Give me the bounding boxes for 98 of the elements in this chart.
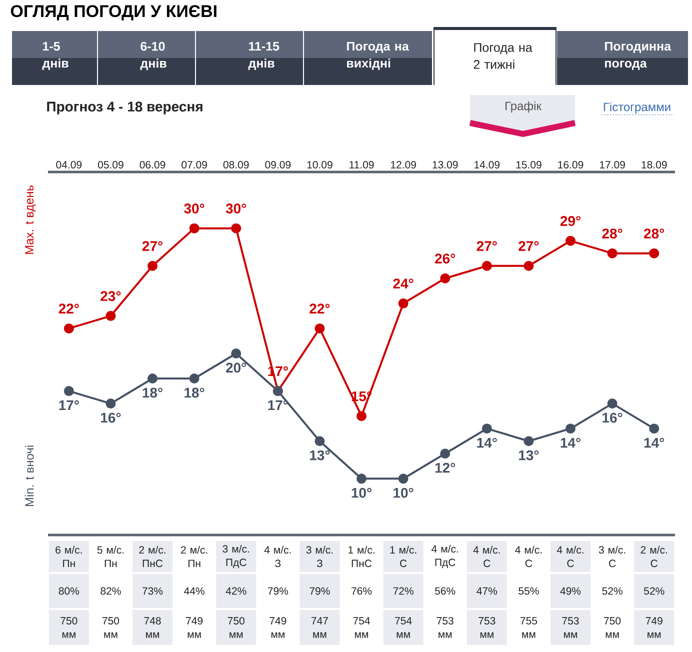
text: 749 мм — [186, 617, 203, 638]
data-label: 27° — [518, 241, 539, 251]
text: 749 мм — [270, 617, 286, 638]
text: 52% — [644, 587, 664, 595]
data-label: 26° — [435, 254, 456, 264]
x-tick-label: 15.09 — [516, 161, 542, 168]
text: 72% — [393, 587, 414, 595]
data-label: 14° — [560, 438, 580, 448]
data-label: 24° — [393, 278, 414, 288]
text: 1 м/с. С — [390, 546, 416, 568]
x-tick-label: 05.09 — [98, 161, 124, 168]
text: 6 м/с. Пн — [56, 546, 82, 568]
x-tick-label: 04.09 — [56, 161, 82, 168]
chart-title: ОГЛЯД ПОГОДИ У КИЄВІ — [10, 5, 216, 20]
text: Max. t вдень — [25, 185, 36, 254]
text: 753 мм — [436, 617, 454, 638]
x-tick-label: 06.09 — [140, 161, 166, 168]
text: 80% — [58, 587, 80, 595]
data-label: 27° — [476, 241, 497, 251]
text: 4 м/с. З — [264, 546, 291, 568]
x-tick-label: 12.09 — [390, 161, 416, 168]
text: 47% — [476, 587, 498, 595]
text: 753 мм — [562, 617, 579, 638]
text: 3 м/с. ПдС — [222, 544, 249, 568]
text: 56% — [435, 587, 456, 595]
text: 754 мм — [353, 617, 370, 638]
x-tick-label: 16.09 — [558, 161, 584, 168]
text: Гістограмми — [604, 102, 670, 114]
text: Погода на вихідні — [347, 42, 409, 70]
text: 750 мм — [604, 617, 621, 638]
text: 5 м/с. Пн — [97, 546, 124, 568]
x-tick-label: 09.09 — [265, 161, 291, 168]
text: 755 мм — [520, 617, 538, 638]
data-label: 27° — [142, 241, 162, 251]
text: 4 м/с. С — [556, 546, 584, 568]
data-label: 14° — [477, 438, 497, 448]
x-tick-label: 10.09 — [307, 161, 332, 168]
text: 79% — [310, 587, 330, 595]
text: 748 мм — [144, 617, 161, 638]
text: 749 мм — [646, 617, 662, 638]
x-tick-label: 13.09 — [432, 161, 458, 168]
text: 754 мм — [395, 617, 412, 638]
text: 42% — [226, 587, 246, 595]
text: 1-5 днів — [42, 42, 68, 70]
data-label: 16° — [602, 412, 622, 423]
text: 44% — [184, 587, 204, 595]
text: 753 мм — [478, 617, 496, 638]
text: 76% — [352, 587, 372, 595]
data-label: 29° — [560, 216, 580, 226]
text: 750 мм — [102, 617, 120, 638]
data-label: 13° — [519, 450, 539, 460]
data-label: 20° — [226, 362, 246, 373]
text: Min. t вночі — [24, 446, 34, 506]
text: Погодинна погода — [605, 42, 672, 70]
data-label: 17° — [59, 400, 79, 410]
text: 1 м/с. ПнС — [348, 546, 374, 568]
text: 3 м/с. С — [598, 546, 626, 568]
data-label: 30° — [226, 204, 246, 214]
data-label: 18° — [184, 388, 204, 398]
text: 2 м/с. С — [640, 546, 667, 568]
x-tick-label: 17.09 — [600, 161, 625, 168]
data-label: 14° — [644, 438, 664, 448]
x-tick-label: 11.09 — [350, 161, 374, 168]
data-label: 22° — [310, 304, 330, 314]
x-tick-label: 08.09 — [223, 161, 249, 168]
text: 2 м/с. ПнС — [139, 546, 166, 568]
text: 55% — [518, 587, 539, 595]
text: 4 м/с. ПдС — [432, 544, 458, 568]
text: 73% — [142, 587, 163, 595]
data-label: 30° — [184, 204, 204, 214]
text: 52% — [602, 587, 622, 595]
text: 2 м/с. Пн — [181, 546, 208, 568]
data-label: 10° — [394, 488, 414, 498]
text: 4 м/с. С — [515, 546, 542, 568]
text: 6-10 днів — [140, 42, 166, 70]
text: 750 мм — [60, 617, 78, 638]
x-tick-label: 07.09 — [182, 161, 207, 168]
text: 3 м/с. З — [306, 546, 333, 568]
text: 79% — [268, 587, 288, 595]
x-tick-label: 14.09 — [474, 161, 500, 168]
chart-subtitle: Прогноз 4 - 18 вересня — [47, 102, 202, 114]
data-label: 22° — [58, 304, 79, 314]
data-label: 28° — [644, 228, 664, 238]
x-tick-label: 18.09 — [642, 161, 667, 168]
data-label: 18° — [142, 388, 162, 398]
data-label: 28° — [602, 228, 622, 238]
data-label: 10° — [352, 488, 372, 498]
data-label: 13° — [310, 450, 330, 460]
data-label: 12° — [435, 462, 456, 473]
text: 4 м/с. С — [473, 546, 500, 568]
text: 750 мм — [228, 617, 244, 638]
text: 49% — [560, 587, 581, 595]
data-label: 16° — [101, 412, 121, 423]
data-label: 23° — [100, 291, 121, 302]
text: 11-15 днів — [248, 42, 280, 70]
text: Погода на 2 тижні — [474, 43, 532, 69]
text: 747 мм — [311, 617, 328, 638]
text: 82% — [100, 587, 121, 595]
